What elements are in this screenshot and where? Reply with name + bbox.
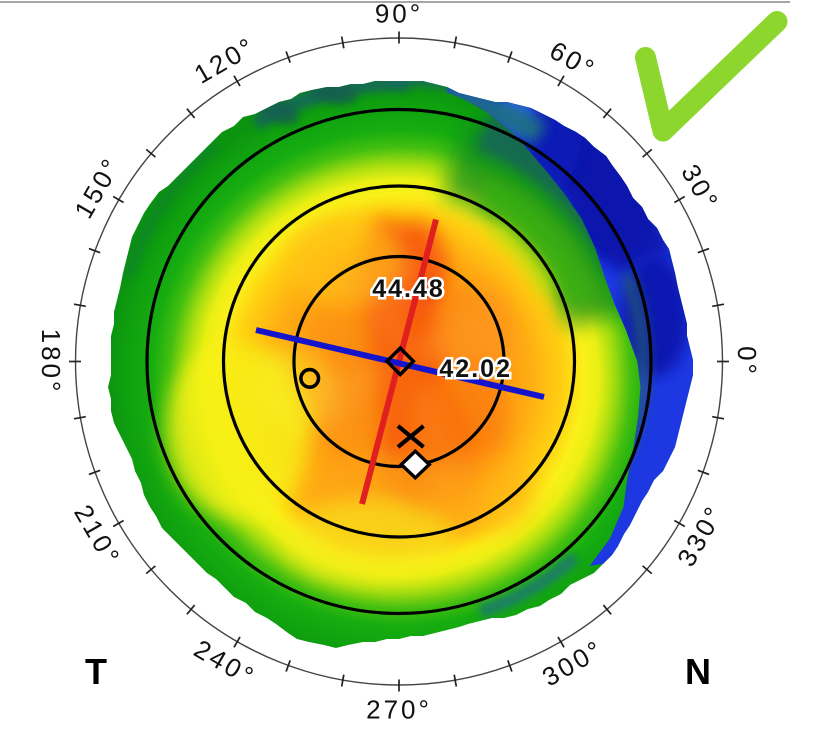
svg-text:240°: 240° — [189, 633, 261, 692]
svg-text:90°: 90° — [375, 0, 423, 29]
svg-text:150°: 150° — [68, 152, 127, 224]
svg-text:44.48: 44.48 — [372, 275, 445, 303]
svg-text:330°: 330° — [671, 500, 730, 572]
svg-text:180°: 180° — [36, 329, 66, 395]
svg-text:42.02: 42.02 — [439, 355, 512, 383]
svg-text:N: N — [685, 651, 711, 692]
svg-text:0°: 0° — [732, 346, 762, 377]
svg-text:270°: 270° — [366, 695, 432, 725]
svg-text:210°: 210° — [68, 500, 127, 572]
svg-text:120°: 120° — [189, 31, 261, 90]
svg-text:T: T — [85, 651, 107, 692]
svg-text:300°: 300° — [537, 633, 609, 692]
